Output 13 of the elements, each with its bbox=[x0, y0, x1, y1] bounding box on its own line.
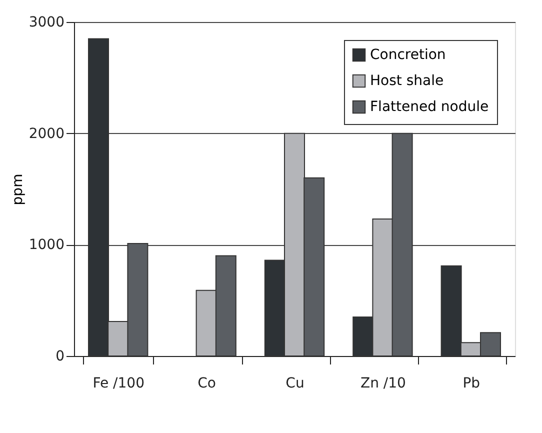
y-tick-label: 3000 bbox=[28, 14, 64, 30]
x-tick-label: Co bbox=[198, 376, 216, 392]
y-tick-label: 1000 bbox=[28, 237, 64, 254]
x-tick-label: Pb bbox=[462, 376, 480, 392]
y-axis-title: ppm bbox=[10, 174, 26, 206]
y-tick-label: 2000 bbox=[28, 126, 64, 142]
y-tick-label: 0 bbox=[56, 348, 64, 364]
x-tick-label: Fe /100 bbox=[92, 376, 144, 392]
x-tick-label: Zn /10 bbox=[360, 376, 406, 392]
legend-label: Host shale bbox=[370, 73, 444, 89]
x-tick-label: Cu bbox=[286, 376, 304, 392]
legend-label: Concretion bbox=[370, 47, 446, 63]
legend-label: Flattened nodule bbox=[370, 99, 489, 115]
